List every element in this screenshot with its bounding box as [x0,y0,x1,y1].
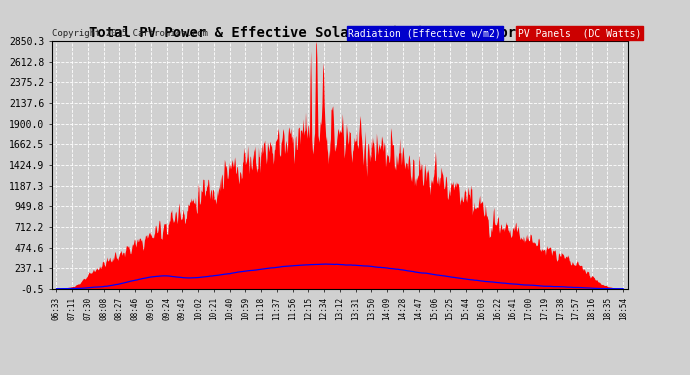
Text: Radiation (Effective w/m2): Radiation (Effective w/m2) [348,28,501,38]
Title: Total PV Power & Effective Solar Radiation  Tue Apr 7  18:57: Total PV Power & Effective Solar Radiati… [88,26,591,40]
Text: Copyright 2015 Cartronics.com: Copyright 2015 Cartronics.com [52,28,208,38]
Text: PV Panels  (DC Watts): PV Panels (DC Watts) [518,28,641,38]
